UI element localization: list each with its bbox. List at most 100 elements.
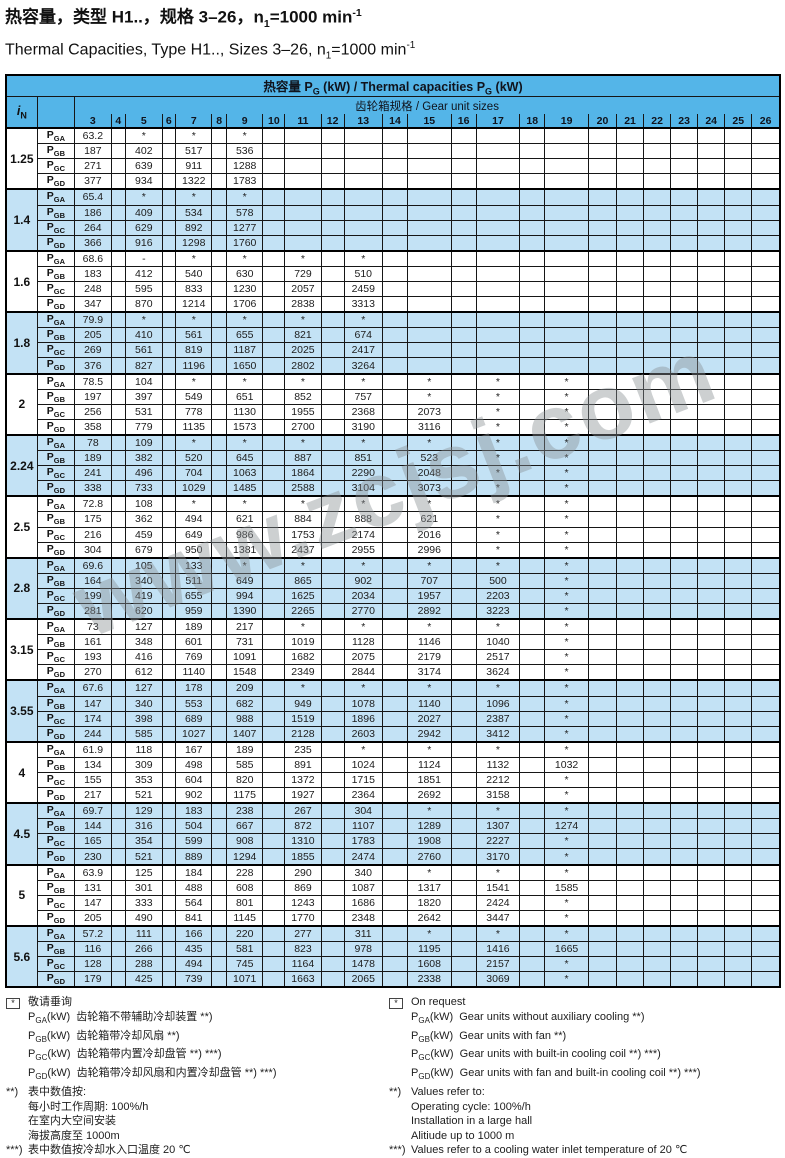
value-cell-4-GD-12 <box>320 787 345 804</box>
value-cell-2.24-GD-7: 1029 <box>175 480 213 497</box>
value-cell-5-GA-21 <box>616 863 645 881</box>
value-cell-3.15-GC-24 <box>697 649 726 666</box>
value-cell-5-GA-11: 290 <box>284 863 322 881</box>
value-cell-5-GB-11: 869 <box>284 879 322 896</box>
value-cell-1.25-GC-13 <box>343 158 384 175</box>
value-cell-2-GC-7: 778 <box>175 403 213 420</box>
p-label-GA: PGA <box>36 679 76 697</box>
value-cell-2.5-GD-10 <box>262 541 286 559</box>
size-column-header-12: 12 <box>320 114 345 130</box>
value-cell-3.15-GC-18 <box>519 649 546 666</box>
value-cell-4-GB-18 <box>519 756 546 774</box>
value-cell-4.5-GA-22 <box>643 802 672 820</box>
value-cell-1.4-GA-20 <box>587 188 618 206</box>
value-cell-5.6-GD-21 <box>616 971 645 988</box>
value-cell-2.24-GC-7: 704 <box>175 465 213 482</box>
value-cell-4.5-GB-8 <box>211 818 227 835</box>
value-cell-1.6-GA-22 <box>643 249 672 267</box>
value-cell-1.25-GA-3: 63.2 <box>74 127 112 145</box>
value-cell-5-GA-19: * <box>544 863 589 881</box>
value-cell-1.6-GC-16 <box>450 280 477 298</box>
value-cell-5-GA-12 <box>320 863 345 881</box>
value-cell-1.6-GD-19 <box>544 296 589 313</box>
value-cell-4.5-GD-15: 2760 <box>406 848 452 866</box>
value-cell-3.15-GC-26 <box>751 649 781 666</box>
value-cell-2.24-GC-8 <box>211 465 227 482</box>
value-cell-1.8-GA-10 <box>262 311 286 329</box>
value-cell-1.25-GA-24 <box>697 127 726 145</box>
value-cell-4-GB-19: 1032 <box>544 756 589 774</box>
value-cell-5-GB-16 <box>450 879 477 896</box>
value-cell-1.8-GD-20 <box>587 357 618 375</box>
value-cell-4-GA-5: 118 <box>125 740 163 758</box>
ratio-cell-2.5: 2.5 <box>5 495 38 559</box>
value-cell-1.6-GD-25 <box>724 296 753 313</box>
value-cell-4.5-GA-12 <box>320 802 345 820</box>
value-cell-1.8-GA-18 <box>519 311 546 329</box>
value-cell-2-GB-20 <box>587 388 618 405</box>
value-cell-2-GB-5: 397 <box>125 388 163 405</box>
value-cell-5.6-GA-6 <box>161 924 177 943</box>
value-cell-2.8-GD-18 <box>519 602 546 620</box>
value-cell-4-GA-17: * <box>475 740 521 758</box>
value-cell-4-GC-18 <box>519 771 546 789</box>
value-cell-4-GB-9: 585 <box>225 756 264 774</box>
value-cell-3.55-GC-11: 1519 <box>284 710 322 727</box>
value-cell-2.5-GA-3: 72.8 <box>74 495 112 513</box>
value-cell-1.25-GD-6 <box>161 173 177 190</box>
value-cell-3.55-GD-5: 585 <box>125 725 163 743</box>
value-cell-4.5-GC-26 <box>751 833 781 850</box>
value-cell-3.15-GB-9: 731 <box>225 634 264 651</box>
value-cell-2.24-GB-3: 189 <box>74 450 112 467</box>
value-cell-1.4-GC-12 <box>320 219 345 236</box>
value-cell-4.5-GA-19: * <box>544 802 589 820</box>
value-cell-5-GB-20 <box>587 879 618 896</box>
value-cell-1.6-GD-18 <box>519 296 546 313</box>
value-cell-5.6-GC-10 <box>262 956 286 973</box>
value-cell-4.5-GD-7: 889 <box>175 848 213 866</box>
value-cell-3.55-GA-3: 67.6 <box>74 679 112 697</box>
value-cell-1.4-GC-9: 1277 <box>225 219 264 236</box>
value-cell-3.15-GA-9: 217 <box>225 618 264 636</box>
value-cell-2.8-GB-13: 902 <box>343 572 384 589</box>
asterisk-box-icon: * <box>389 997 403 1009</box>
value-cell-3.55-GC-14 <box>382 710 408 727</box>
value-cell-2-GD-22 <box>643 418 672 436</box>
value-cell-1.25-GD-5: 934 <box>125 173 163 190</box>
value-cell-1.6-GB-24 <box>697 265 726 283</box>
value-cell-4.5-GB-22 <box>643 818 672 835</box>
data-row-3.15-PGB: PGB 161 348 601 731 1019 1128 1146 1040 * <box>6 634 781 651</box>
value-cell-1.6-GB-19 <box>544 265 589 283</box>
value-cell-1.8-GB-4 <box>110 327 127 344</box>
value-cell-3.15-GC-5: 416 <box>125 649 163 666</box>
value-cell-1.4-GA-10 <box>262 188 286 206</box>
p-label-GD: PGD <box>36 480 76 497</box>
value-cell-5-GD-26 <box>751 909 781 927</box>
value-cell-1.6-GB-23 <box>670 265 699 283</box>
value-cell-1.4-GD-20 <box>587 234 618 252</box>
value-cell-4.5-GC-9: 908 <box>225 833 264 850</box>
value-cell-1.4-GB-4 <box>110 204 127 221</box>
title-en-subscript: 1 <box>325 50 332 62</box>
value-cell-2-GB-10 <box>262 388 286 405</box>
data-row-5.6-PGA: 5.6 PGA 57.2 111 166 220 277 311 * * * <box>5 924 781 988</box>
value-cell-1.25-GA-22 <box>643 127 672 145</box>
value-cell-3.15-GB-26 <box>751 634 781 651</box>
value-cell-4.5-GA-13: 304 <box>343 802 384 820</box>
value-cell-1.8-GA-4 <box>110 311 127 329</box>
value-cell-3.15-GB-21 <box>616 634 645 651</box>
value-cell-1.25-GC-14 <box>382 158 408 175</box>
value-cell-5.6-GA-4 <box>110 924 127 943</box>
value-cell-4-GD-7: 902 <box>175 787 213 804</box>
value-cell-5-GA-16 <box>450 863 477 881</box>
value-cell-2.5-GB-21 <box>616 511 645 528</box>
value-cell-5.6-GD-9: 1071 <box>225 971 264 988</box>
value-cell-4.5-GD-12 <box>320 848 345 866</box>
value-cell-1.8-GA-21 <box>616 311 645 329</box>
value-cell-5.6-GD-3: 179 <box>74 971 112 988</box>
data-row-5.6-PGC: PGC 128 288 494 745 1164 1478 1608 2157 * <box>6 956 781 973</box>
value-cell-1.25-GB-14 <box>382 143 408 160</box>
value-cell-2.8-GC-25 <box>724 587 753 604</box>
thermal-capacities-table: 热容量 PG (kW) / Thermal capacities PG (kW)… <box>5 73 781 989</box>
data-row-5-PGB: PGB 131 301 488 608 869 1087 1317 1541 1585 <box>6 879 781 896</box>
